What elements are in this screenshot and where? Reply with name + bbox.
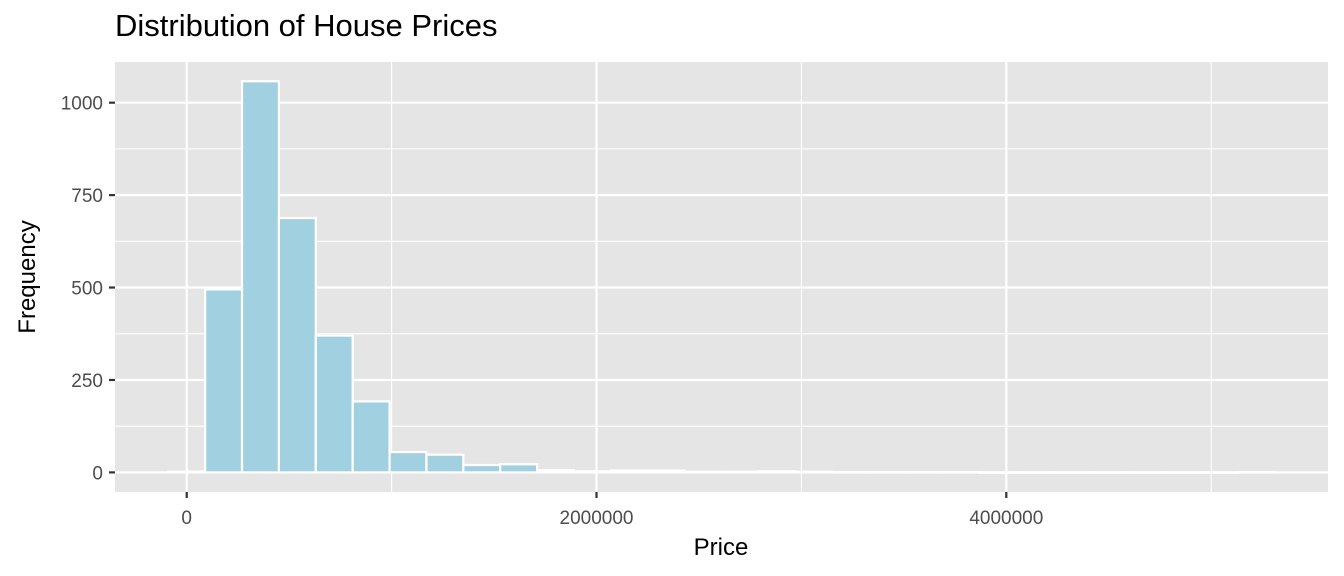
- chart-title: Distribution of House Prices: [115, 8, 498, 43]
- x-axis-title: Price: [694, 534, 749, 561]
- histogram-bar: [941, 470, 981, 474]
- histogram-bar: [1052, 471, 1092, 475]
- histogram-bar: [978, 471, 1018, 475]
- histogram-bar: [794, 470, 834, 474]
- histogram-bar: [646, 469, 686, 474]
- histogram-bar: [867, 470, 908, 474]
- histogram-bar: [535, 469, 576, 474]
- histogram-bar: [1126, 471, 1166, 475]
- histogram-bar: [204, 288, 244, 474]
- histogram-bar: [314, 334, 354, 474]
- histogram-bar: [720, 470, 760, 474]
- y-tick-label: 1000: [61, 94, 103, 115]
- histogram-bar: [462, 463, 502, 474]
- histogram-bar: [609, 469, 649, 474]
- x-axis-ticks: 0 2000000 4000000: [181, 492, 1043, 529]
- y-axis-title: Frequency: [14, 220, 41, 333]
- histogram-bar: [277, 216, 317, 474]
- histogram-bar: [757, 470, 797, 474]
- histogram-bar: [572, 470, 612, 474]
- histogram-bars: [167, 80, 1276, 475]
- y-tick-label: 250: [71, 371, 103, 392]
- histogram-bar: [831, 470, 871, 474]
- y-tick-label: 750: [71, 186, 103, 207]
- x-tick-label: 0: [181, 508, 192, 529]
- x-tick-label: 2000000: [560, 508, 634, 529]
- histogram-bar: [683, 470, 723, 474]
- histogram-bar: [1015, 471, 1055, 475]
- histogram-bar: [1162, 471, 1203, 475]
- histogram-bar: [499, 463, 539, 474]
- histogram-bar: [240, 80, 281, 474]
- histogram-bar: [1199, 471, 1239, 475]
- histogram-bar: [351, 400, 391, 474]
- y-axis-ticks: 0 250 500 750 1000: [61, 94, 115, 484]
- histogram-bar: [1089, 471, 1129, 475]
- y-tick-label: 0: [92, 463, 103, 484]
- histogram-bar: [388, 450, 428, 474]
- histogram-bar: [167, 470, 207, 474]
- histogram-bar: [904, 470, 944, 474]
- y-tick-label: 500: [71, 279, 103, 300]
- histogram-bar: [425, 453, 465, 474]
- histogram-bar: [1236, 470, 1276, 474]
- x-tick-label: 4000000: [969, 508, 1043, 529]
